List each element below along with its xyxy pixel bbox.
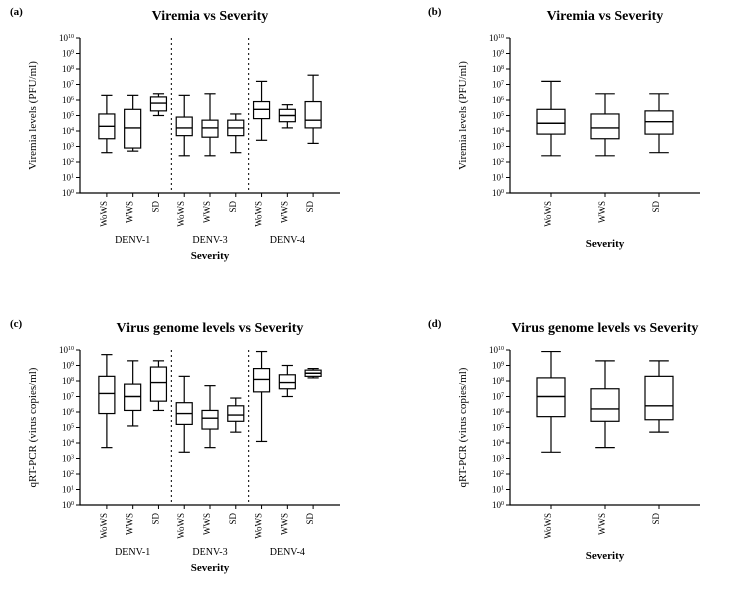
ytick-label: 104 bbox=[492, 438, 504, 448]
ytick-label: 106 bbox=[492, 407, 504, 417]
chart-title: Virus genome levels vs Severity bbox=[512, 321, 699, 336]
y-axis-label: qRT-PCR (virus copies/ml) bbox=[457, 367, 469, 487]
boxplot-box bbox=[591, 389, 619, 422]
ytick-label: 102 bbox=[492, 469, 504, 479]
ytick-label: 100 bbox=[492, 500, 504, 510]
x-category-label: SD bbox=[651, 513, 661, 525]
figure-root: (a) (b) (c) (d) Viremia vs Severity10010… bbox=[0, 0, 754, 590]
ytick-label: 109 bbox=[492, 361, 504, 371]
x-axis-label: Severity bbox=[586, 550, 625, 562]
ytick-label: 107 bbox=[492, 392, 504, 402]
ytick-label: 103 bbox=[492, 454, 504, 464]
x-category-label: WoWS bbox=[543, 513, 553, 539]
x-category-label: WWS bbox=[597, 513, 607, 535]
boxplot-box bbox=[645, 376, 673, 419]
ytick-label: 108 bbox=[492, 376, 504, 386]
ytick-label: 1010 bbox=[489, 345, 504, 355]
ytick-label: 101 bbox=[492, 485, 504, 495]
boxplot-box bbox=[537, 378, 565, 417]
ytick-label: 105 bbox=[492, 423, 504, 433]
panel-d: Virus genome levels vs Severity 100 101 102… bbox=[0, 0, 754, 590]
